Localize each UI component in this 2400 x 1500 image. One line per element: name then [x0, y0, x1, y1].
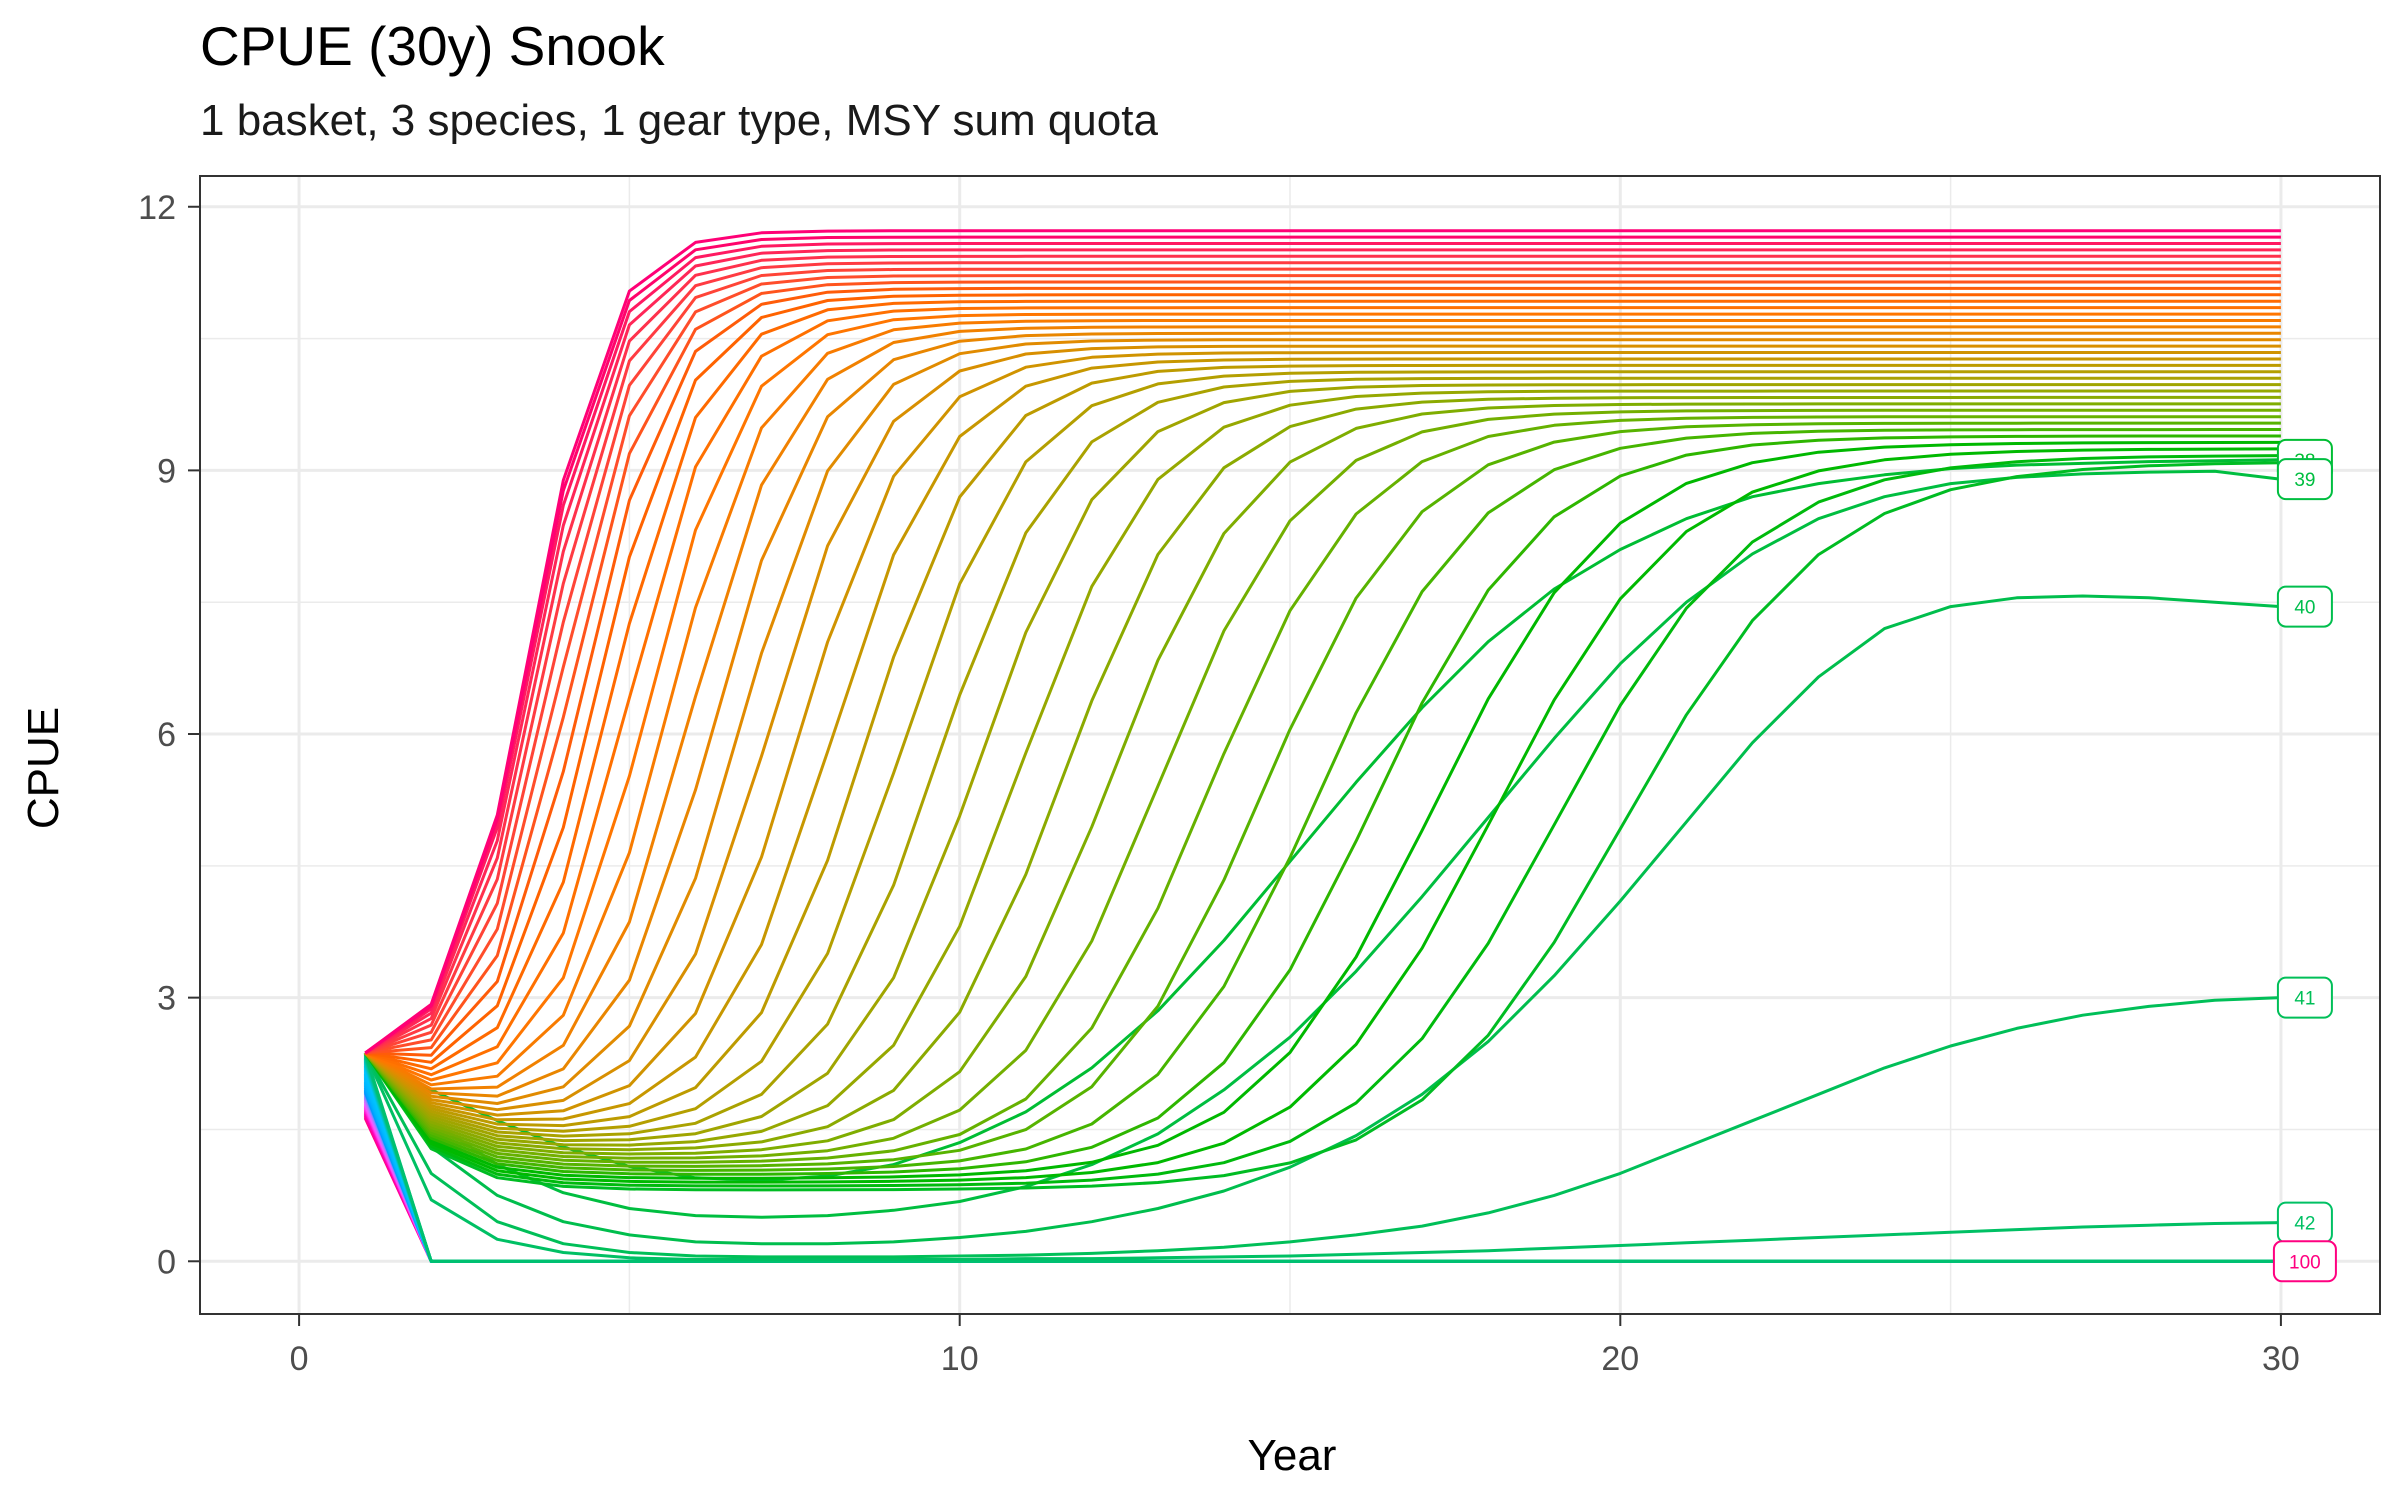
- series-line-18: [364, 338, 2281, 1105]
- end-label-39: 39: [2294, 470, 2315, 491]
- series-line-9: [365, 280, 2281, 1055]
- series-line-21: [364, 357, 2281, 1122]
- series-line-2: [364, 235, 2281, 1055]
- series-line-16: [364, 325, 2281, 1091]
- series-line-28: [364, 402, 2281, 1156]
- end-label-box-100: [2272, 1240, 2337, 1283]
- series-line-10: [365, 286, 2281, 1057]
- plot-border: [199, 175, 2381, 1315]
- y-tick-label: 3: [157, 980, 176, 1018]
- end-label-41: 41: [2294, 989, 2315, 1010]
- series-line-33: [364, 434, 2281, 1176]
- series-line-25: [364, 383, 2281, 1143]
- series-line-8: [364, 274, 2281, 1055]
- series-line-13: [364, 306, 2281, 1077]
- series-line-20: [364, 351, 2281, 1117]
- x-tick-label: 10: [941, 1340, 979, 1378]
- axes: 0 10 20 30 0 3 6 9 12: [138, 189, 2300, 1378]
- series-line-32: [364, 428, 2281, 1172]
- series-line-27: [364, 395, 2281, 1152]
- series-line-7: [364, 267, 2281, 1055]
- series-line-34: [364, 440, 2281, 1180]
- series-line-31: [364, 421, 2281, 1168]
- series-line-42: [363, 1052, 2281, 1261]
- series-line-11: [364, 293, 2281, 1064]
- x-tick-label: 30: [2262, 1340, 2300, 1378]
- series-line-19: [364, 344, 2281, 1112]
- series-line-5: [364, 254, 2281, 1055]
- series-line-17: [364, 331, 2281, 1098]
- chart-subtitle: 1 basket, 3 species, 1 gear type, MSY su…: [200, 96, 1158, 145]
- series-line-24: [364, 376, 2281, 1138]
- series-line-14: [364, 312, 2281, 1082]
- end-label-box-39: [2276, 458, 2333, 501]
- series-line-37: [363, 461, 2281, 1192]
- series-line-29: [364, 408, 2281, 1160]
- y-tick-label: 12: [138, 189, 176, 227]
- series-end-labels: 3839404142100: [2272, 438, 2337, 1283]
- series-line-1: [364, 229, 2281, 1055]
- chart-title: CPUE (30y) Snook: [200, 15, 665, 77]
- series-line-35: [363, 447, 2281, 1184]
- x-tick-label: 0: [290, 1340, 309, 1378]
- y-tick-label: 0: [157, 1243, 176, 1281]
- series-lines: [363, 229, 2282, 1263]
- series-line-30: [364, 415, 2281, 1164]
- series-line-23: [364, 370, 2281, 1133]
- y-axis-title: CPUE: [19, 707, 68, 829]
- series-line-3: [364, 242, 2281, 1055]
- series-line-41: [363, 996, 2281, 1259]
- end-label-40: 40: [2294, 598, 2315, 619]
- x-tick-label: 20: [1601, 1340, 1639, 1378]
- end-label-42: 42: [2294, 1214, 2315, 1235]
- y-tick-label: 9: [157, 452, 176, 490]
- end-label-100: 100: [2289, 1252, 2321, 1273]
- end-label-box-40: [2276, 585, 2333, 628]
- series-line-26: [364, 389, 2281, 1147]
- series-line-15: [364, 319, 2281, 1087]
- series-line-36: [363, 454, 2281, 1188]
- y-tick-label: 6: [157, 716, 176, 754]
- series-line-12: [364, 299, 2281, 1071]
- series-line-6: [364, 261, 2281, 1055]
- series-line-4: [364, 248, 2281, 1055]
- series-line-22: [364, 363, 2281, 1128]
- series-line-43: [363, 1052, 2281, 1263]
- end-label-box-41: [2276, 976, 2333, 1019]
- x-axis-title: Year: [1248, 1431, 1337, 1480]
